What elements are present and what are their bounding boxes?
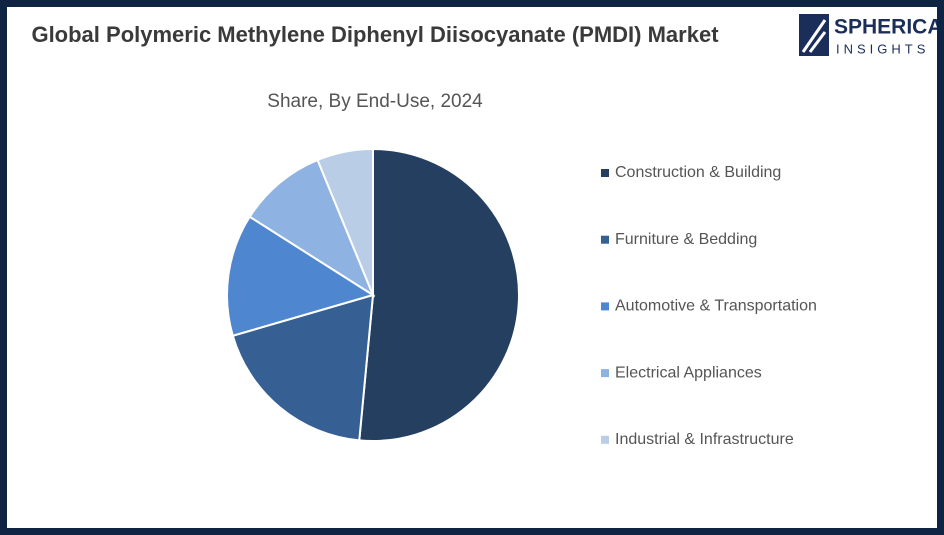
legend-label: Furniture & Bedding: [615, 231, 757, 248]
pie-slice: [231, 293, 375, 442]
logo: SPHERICAL INSIGHTS: [799, 14, 937, 56]
chart-subtitle: Share, By End-Use, 2024: [267, 91, 483, 112]
legend-label: Construction & Building: [615, 164, 781, 181]
pie-slice: [316, 147, 374, 296]
chart: Global Polymeric Methylene Diphenyl Diis…: [31, 14, 937, 448]
logo-icon-mark: [801, 19, 827, 53]
logo-tagline: INSIGHTS: [836, 41, 929, 56]
chart-title: Global Polymeric Methylene Diphenyl Diis…: [31, 22, 719, 47]
legend-label: Industrial & Infrastructure: [615, 431, 794, 448]
legend-swatch: [601, 369, 609, 378]
legend-swatch: [601, 435, 609, 444]
pie-slice: [226, 215, 376, 337]
legend-swatch: [601, 235, 609, 244]
legend-swatch: [601, 302, 609, 311]
logo-name: SPHERICAL: [834, 16, 937, 39]
pie-slice: [358, 147, 520, 442]
legend-swatch: [601, 169, 609, 177]
legend-label: Automotive & Transportation: [615, 298, 817, 315]
legend-label: Electrical Appliances: [615, 364, 762, 381]
pie-slice: [248, 158, 376, 298]
